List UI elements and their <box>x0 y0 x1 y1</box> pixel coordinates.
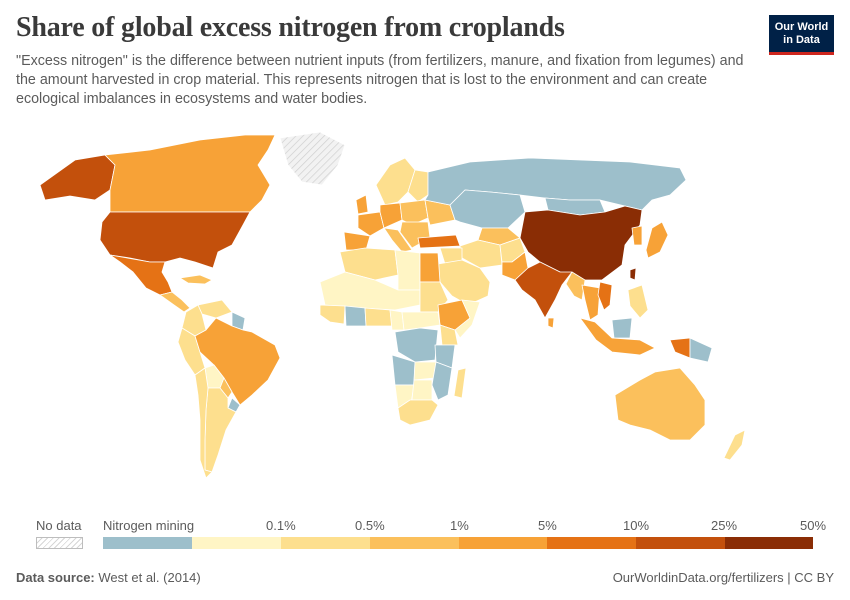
map-region[interactable] <box>355 194 369 215</box>
legend-swatch[interactable] <box>725 537 813 549</box>
map-region[interactable] <box>437 259 491 306</box>
source-url[interactable]: OurWorldinData.org/fertilizers | CC BY <box>612 570 834 585</box>
data-source-label: Data source: <box>16 570 95 585</box>
map-region[interactable] <box>611 317 633 339</box>
legend-color-scale <box>103 537 813 549</box>
map-region[interactable] <box>401 311 441 331</box>
map-region[interactable] <box>581 284 601 321</box>
map-region[interactable] <box>431 361 453 401</box>
legend-bin-label: 0.1% <box>266 518 296 533</box>
legend-no-data-swatch[interactable] <box>36 537 83 549</box>
map-region[interactable] <box>319 304 346 325</box>
legend-swatch[interactable] <box>281 537 370 549</box>
data-source: Data source: West et al. (2014) <box>16 570 201 585</box>
map-region[interactable] <box>394 249 421 291</box>
map-region[interactable] <box>419 252 441 283</box>
legend-bin-label: Nitrogen mining <box>103 518 195 533</box>
legend-swatch[interactable] <box>370 537 459 549</box>
map-region[interactable] <box>413 361 437 381</box>
chart-title: Share of global excess nitrogen from cro… <box>16 12 565 43</box>
legend-bin-label: 1% <box>450 518 469 533</box>
map-region[interactable] <box>579 317 656 356</box>
map-region[interactable] <box>99 211 251 269</box>
legend-swatch[interactable] <box>192 537 281 549</box>
legend-swatch[interactable] <box>547 537 636 549</box>
logo-line-1: Our World <box>774 20 829 33</box>
legend-bin-label: 0.5% <box>355 518 385 533</box>
map-region[interactable] <box>364 307 393 327</box>
chart-subtitle: "Excess nitrogen" is the difference betw… <box>16 53 744 107</box>
legend-no-data-label: No data <box>36 518 82 533</box>
map-region[interactable] <box>397 399 439 426</box>
map-region[interactable] <box>645 221 669 259</box>
map-region[interactable] <box>514 261 573 319</box>
map-region[interactable] <box>627 284 649 319</box>
owid-logo[interactable]: Our World in Data <box>769 15 834 55</box>
map-region[interactable] <box>669 337 691 359</box>
map-region[interactable] <box>629 267 637 281</box>
map-region[interactable] <box>179 274 213 285</box>
map-region[interactable] <box>379 202 403 229</box>
map-region[interactable] <box>194 317 281 406</box>
logo-line-2: in Data <box>783 33 820 46</box>
map-region[interactable] <box>597 281 613 311</box>
map-region[interactable] <box>357 211 385 237</box>
map-region[interactable] <box>383 227 413 253</box>
map-region[interactable] <box>614 367 706 441</box>
map-region[interactable] <box>344 305 367 327</box>
map-region[interactable] <box>411 379 433 401</box>
legend-bin-label: 50% <box>800 518 827 533</box>
map-region[interactable] <box>453 367 467 399</box>
map-region[interactable] <box>375 157 416 206</box>
legend-bin-label: 5% <box>538 518 557 533</box>
map-region[interactable] <box>343 231 371 251</box>
map-region[interactable] <box>689 337 713 363</box>
legend-bin-label: 10% <box>623 518 650 533</box>
map-region[interactable] <box>279 131 346 186</box>
map-region[interactable] <box>394 327 439 363</box>
legend-bin-label: 25% <box>711 518 738 533</box>
legend-swatch[interactable] <box>636 537 725 549</box>
map-region[interactable] <box>194 367 213 479</box>
world-map <box>39 131 746 479</box>
map-region[interactable] <box>159 291 191 313</box>
legend-swatch[interactable] <box>459 537 547 549</box>
map-region[interactable] <box>631 225 643 246</box>
map-region[interactable] <box>104 134 276 213</box>
map-region[interactable] <box>197 299 233 319</box>
legend-swatch[interactable] <box>103 537 192 549</box>
map-region[interactable] <box>399 199 429 226</box>
map-region[interactable] <box>39 154 116 201</box>
data-source-value: West et al. (2014) <box>98 570 201 585</box>
map-region[interactable] <box>723 429 746 461</box>
map-region[interactable] <box>547 317 555 329</box>
map-region[interactable] <box>454 299 481 339</box>
map-region[interactable] <box>565 271 586 301</box>
map-region[interactable] <box>449 189 526 229</box>
map-region[interactable] <box>439 324 459 346</box>
